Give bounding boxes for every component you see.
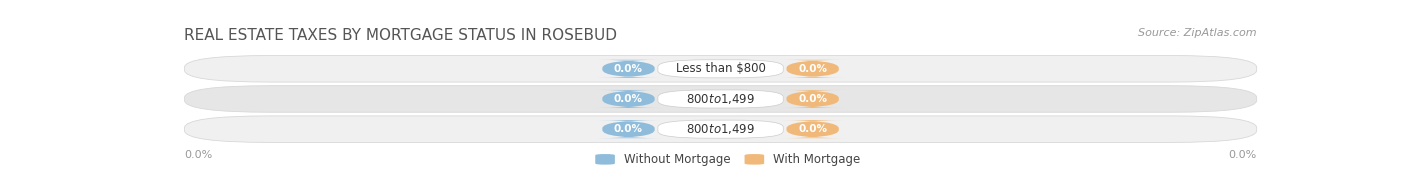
FancyBboxPatch shape <box>780 90 845 108</box>
Text: 0.0%: 0.0% <box>1229 150 1257 160</box>
Text: 0.0%: 0.0% <box>184 150 212 160</box>
FancyBboxPatch shape <box>780 60 845 78</box>
FancyBboxPatch shape <box>658 90 783 108</box>
Text: $800 to $1,499: $800 to $1,499 <box>686 122 755 136</box>
Text: 0.0%: 0.0% <box>799 124 827 134</box>
FancyBboxPatch shape <box>595 154 614 165</box>
Text: 0.0%: 0.0% <box>799 64 827 74</box>
Text: Source: ZipAtlas.com: Source: ZipAtlas.com <box>1137 28 1257 38</box>
FancyBboxPatch shape <box>596 90 661 108</box>
Text: $800 to $1,499: $800 to $1,499 <box>686 92 755 106</box>
FancyBboxPatch shape <box>596 120 661 138</box>
Text: Without Mortgage: Without Mortgage <box>624 153 730 166</box>
FancyBboxPatch shape <box>184 116 1257 142</box>
FancyBboxPatch shape <box>780 120 845 138</box>
Text: 0.0%: 0.0% <box>614 64 643 74</box>
FancyBboxPatch shape <box>745 154 765 165</box>
FancyBboxPatch shape <box>184 55 1257 82</box>
Text: 0.0%: 0.0% <box>614 94 643 104</box>
Text: 0.0%: 0.0% <box>614 124 643 134</box>
FancyBboxPatch shape <box>184 86 1257 112</box>
Text: Less than $800: Less than $800 <box>676 62 765 75</box>
FancyBboxPatch shape <box>658 120 783 138</box>
Text: 0.0%: 0.0% <box>799 94 827 104</box>
FancyBboxPatch shape <box>658 60 783 78</box>
FancyBboxPatch shape <box>596 60 661 78</box>
Text: With Mortgage: With Mortgage <box>773 153 860 166</box>
Text: REAL ESTATE TAXES BY MORTGAGE STATUS IN ROSEBUD: REAL ESTATE TAXES BY MORTGAGE STATUS IN … <box>184 28 617 43</box>
